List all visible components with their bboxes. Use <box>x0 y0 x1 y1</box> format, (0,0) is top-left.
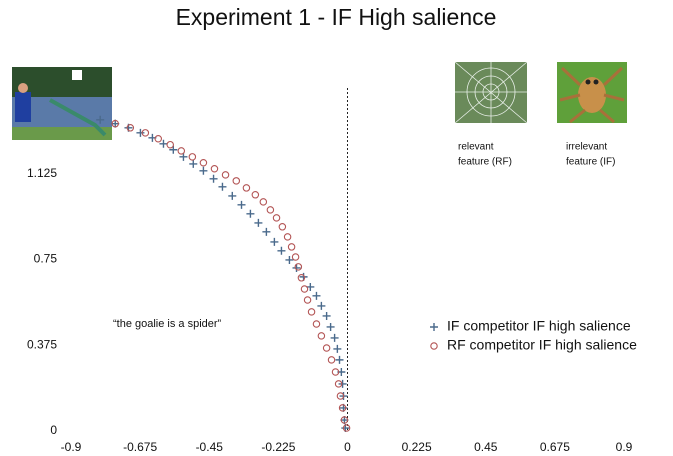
goalie-photo <box>12 67 112 140</box>
point <box>210 164 219 173</box>
point <box>169 145 178 154</box>
point <box>312 320 321 328</box>
x-tick-label: 0 <box>344 440 351 454</box>
point <box>272 214 281 222</box>
x-tick-label: -0.675 <box>123 440 157 454</box>
y-tick-label: 0.375 <box>27 337 57 351</box>
point <box>136 128 145 137</box>
image-caption: feature (RF) <box>458 157 512 168</box>
point <box>335 355 344 364</box>
point <box>285 255 294 264</box>
point <box>228 191 237 200</box>
y-tick-label: 0.75 <box>34 252 58 266</box>
image-caption: irrelevant <box>566 142 607 153</box>
point <box>317 301 326 310</box>
y-tick-label: 1.125 <box>27 166 57 180</box>
point <box>327 356 336 364</box>
x-tick-label: 0.45 <box>474 440 498 454</box>
point <box>312 291 321 300</box>
point <box>179 152 188 161</box>
point <box>342 424 351 432</box>
point <box>188 153 197 161</box>
point <box>307 308 316 316</box>
point <box>266 206 275 214</box>
point <box>278 223 287 231</box>
point <box>326 322 335 331</box>
point <box>189 159 198 168</box>
point <box>209 174 218 183</box>
point <box>262 227 271 236</box>
point <box>322 311 331 320</box>
point <box>336 392 345 400</box>
x-tick-label: 0.675 <box>540 440 570 454</box>
point <box>159 139 168 148</box>
point <box>254 218 263 227</box>
x-tick-label: 0.225 <box>402 440 432 454</box>
spider-photo <box>557 62 627 124</box>
point <box>317 332 326 340</box>
point <box>340 416 349 424</box>
point <box>270 237 279 246</box>
point <box>277 246 286 255</box>
point <box>141 129 150 137</box>
point <box>218 182 227 191</box>
point <box>292 263 301 272</box>
point <box>283 233 292 241</box>
point <box>330 333 339 342</box>
point <box>111 119 119 128</box>
point <box>297 274 306 282</box>
chart-title: Experiment 1 - IF High salience <box>176 4 497 30</box>
point <box>259 198 268 206</box>
point <box>294 263 303 271</box>
x-tick-label: 0.9 <box>616 440 633 454</box>
point <box>338 404 347 412</box>
point <box>291 253 300 261</box>
point <box>221 171 230 179</box>
point <box>322 344 331 352</box>
point <box>154 135 163 143</box>
point <box>331 368 340 376</box>
point <box>251 191 260 199</box>
x-tick-label: -0.45 <box>196 440 224 454</box>
point <box>199 166 208 175</box>
point <box>334 380 343 388</box>
image-caption: feature (IF) <box>566 157 615 168</box>
x-tick-label: -0.225 <box>261 440 295 454</box>
point <box>303 296 312 304</box>
point <box>242 184 251 192</box>
point <box>199 159 208 167</box>
point <box>306 282 315 291</box>
annotation: “the goalie is a spider” <box>113 318 222 330</box>
point <box>300 285 309 293</box>
point <box>333 344 342 353</box>
point <box>166 140 174 149</box>
point <box>232 177 241 185</box>
point <box>126 124 135 132</box>
y-tick-label: 0 <box>50 423 57 437</box>
legend-label: RF competitor IF high salience <box>447 337 637 353</box>
legend-marker <box>430 323 438 331</box>
point <box>338 379 347 388</box>
point <box>299 272 308 281</box>
image-caption: relevant <box>458 142 494 153</box>
x-tick-label: -0.9 <box>61 440 82 454</box>
point <box>96 115 105 124</box>
point <box>246 209 255 218</box>
point <box>287 243 296 251</box>
point <box>237 200 246 209</box>
web-photo <box>454 61 528 124</box>
point <box>177 147 186 155</box>
legend-marker <box>430 342 438 350</box>
legend-label: IF competitor IF high salience <box>447 318 631 334</box>
